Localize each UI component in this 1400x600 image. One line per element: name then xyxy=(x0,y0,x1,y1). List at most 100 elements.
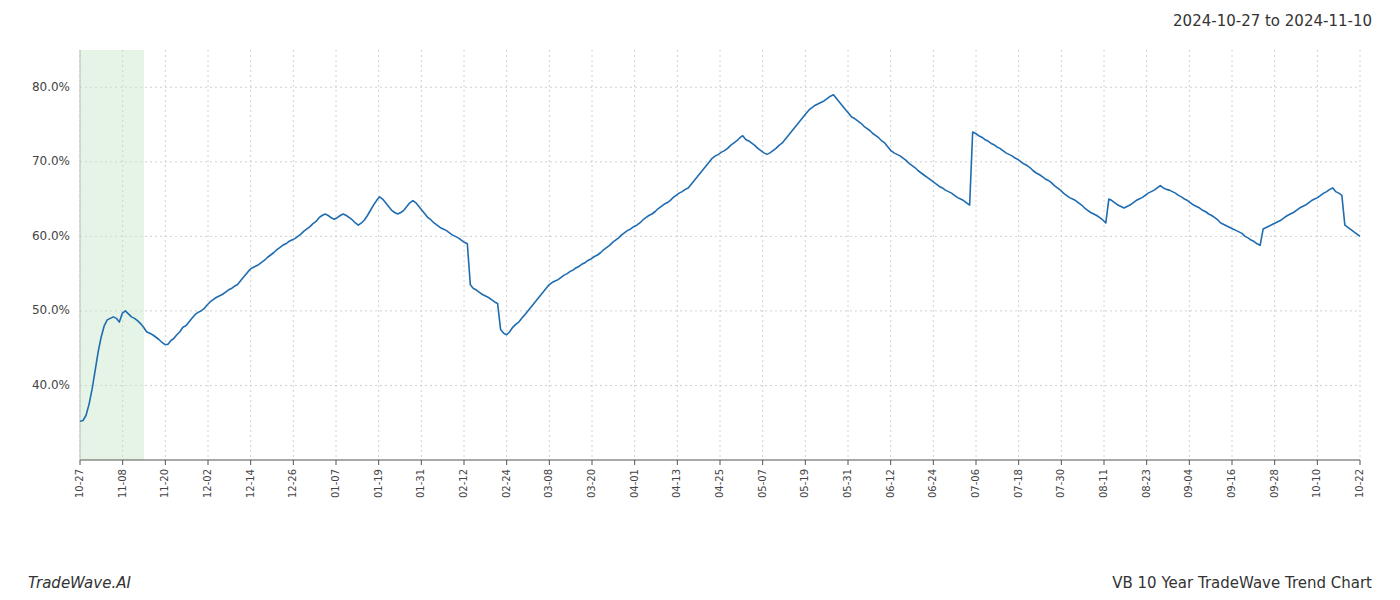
x-grid-line xyxy=(1189,50,1190,460)
x-tick-mark xyxy=(720,460,721,465)
x-grid-line xyxy=(421,50,422,460)
x-tick-label: 04-13 xyxy=(671,469,682,498)
footer-left: TradeWave.AI xyxy=(28,574,131,592)
x-grid-line xyxy=(592,50,593,460)
x-grid-line xyxy=(634,50,635,460)
x-tick-label: 05-31 xyxy=(842,469,853,498)
x-tick-mark xyxy=(421,460,422,465)
x-tick-mark xyxy=(1232,460,1233,465)
x-tick-mark xyxy=(506,460,507,465)
trend-line xyxy=(80,95,1360,422)
x-tick-label: 09-04 xyxy=(1183,469,1194,498)
footer-right: VB 10 Year TradeWave Trend Chart xyxy=(1112,574,1372,592)
x-grid-line xyxy=(1317,50,1318,460)
x-grid-line xyxy=(336,50,337,460)
x-tick-mark xyxy=(1061,460,1062,465)
x-grid-line xyxy=(1274,50,1275,460)
x-tick-label: 09-16 xyxy=(1226,469,1237,498)
x-tick-label: 10-22 xyxy=(1354,469,1365,498)
x-tick-label: 12-26 xyxy=(287,469,298,498)
grid xyxy=(80,50,1360,460)
x-tick-mark xyxy=(1146,460,1147,465)
x-tick-mark xyxy=(336,460,337,465)
x-tick-label: 03-08 xyxy=(543,469,554,498)
x-tick-label: 12-14 xyxy=(245,469,256,498)
x-tick-label: 06-24 xyxy=(927,469,938,498)
x-tick-label: 06-12 xyxy=(885,469,896,498)
x-grid-line xyxy=(976,50,977,460)
line-layer xyxy=(80,95,1360,422)
x-tick-label: 12-02 xyxy=(202,469,213,498)
x-tick-label: 01-19 xyxy=(373,469,384,498)
x-tick-label: 07-30 xyxy=(1055,469,1066,498)
x-tick-mark xyxy=(1317,460,1318,465)
x-tick-label: 03-20 xyxy=(586,469,597,498)
x-grid-line xyxy=(1360,50,1361,460)
x-tick-mark xyxy=(677,460,678,465)
x-grid-line xyxy=(1232,50,1233,460)
x-tick-mark xyxy=(165,460,166,465)
y-tick-label: 60.0% xyxy=(32,229,70,243)
y-axis-line xyxy=(80,50,81,460)
x-tick-label: 11-08 xyxy=(117,469,128,498)
x-tick-mark xyxy=(933,460,934,465)
x-tick-mark xyxy=(890,460,891,465)
x-tick-mark xyxy=(80,460,81,465)
x-tick-label: 04-01 xyxy=(629,469,640,498)
x-tick-mark xyxy=(122,460,123,465)
x-tick-label: 05-07 xyxy=(757,469,768,498)
y-tick-label: 70.0% xyxy=(32,154,70,168)
x-grid-line xyxy=(677,50,678,460)
x-grid-line xyxy=(549,50,550,460)
x-grid-line xyxy=(933,50,934,460)
x-tick-mark xyxy=(976,460,977,465)
x-grid-line xyxy=(762,50,763,460)
x-grid-line xyxy=(805,50,806,460)
x-grid-line xyxy=(250,50,251,460)
x-tick-mark xyxy=(208,460,209,465)
x-tick-mark xyxy=(1274,460,1275,465)
x-tick-label: 10-10 xyxy=(1311,469,1322,498)
x-tick-label: 01-31 xyxy=(415,469,426,498)
x-tick-mark xyxy=(634,460,635,465)
x-tick-mark xyxy=(592,460,593,465)
x-tick-label: 01-07 xyxy=(330,469,341,498)
x-tick-label: 07-06 xyxy=(970,469,981,498)
x-grid-line xyxy=(1104,50,1105,460)
x-tick-mark xyxy=(549,460,550,465)
x-grid-line xyxy=(80,50,81,460)
x-grid-line xyxy=(506,50,507,460)
x-grid-line xyxy=(1018,50,1019,460)
x-grid-line xyxy=(378,50,379,460)
x-grid-line xyxy=(1146,50,1147,460)
chart: 40.0%50.0%60.0%70.0%80.0%10-2711-0811-20… xyxy=(0,0,1400,600)
x-axis-line xyxy=(80,459,1360,460)
x-tick-mark xyxy=(1360,460,1361,465)
x-tick-mark xyxy=(1018,460,1019,465)
x-tick-label: 09-28 xyxy=(1269,469,1280,498)
x-tick-mark xyxy=(848,460,849,465)
x-grid-line xyxy=(293,50,294,460)
x-tick-mark xyxy=(250,460,251,465)
x-grid-line xyxy=(165,50,166,460)
x-tick-mark xyxy=(762,460,763,465)
x-tick-mark xyxy=(293,460,294,465)
x-tick-mark xyxy=(1104,460,1105,465)
y-tick-label: 80.0% xyxy=(32,80,70,94)
x-tick-label: 02-12 xyxy=(458,469,469,498)
x-tick-label: 05-19 xyxy=(799,469,810,498)
x-tick-mark xyxy=(805,460,806,465)
x-tick-label: 04-25 xyxy=(714,469,725,498)
x-grid-line xyxy=(208,50,209,460)
x-tick-label: 02-24 xyxy=(501,469,512,498)
x-grid-line xyxy=(890,50,891,460)
x-tick-label: 08-23 xyxy=(1141,469,1152,498)
x-tick-mark xyxy=(1189,460,1190,465)
x-tick-label: 10-27 xyxy=(74,469,85,498)
title: 2024-10-27 to 2024-11-10 xyxy=(1173,12,1372,30)
x-grid-line xyxy=(1061,50,1062,460)
x-tick-label: 08-11 xyxy=(1098,469,1109,498)
x-tick-mark xyxy=(464,460,465,465)
y-tick-label: 40.0% xyxy=(32,378,70,392)
x-grid-line xyxy=(464,50,465,460)
